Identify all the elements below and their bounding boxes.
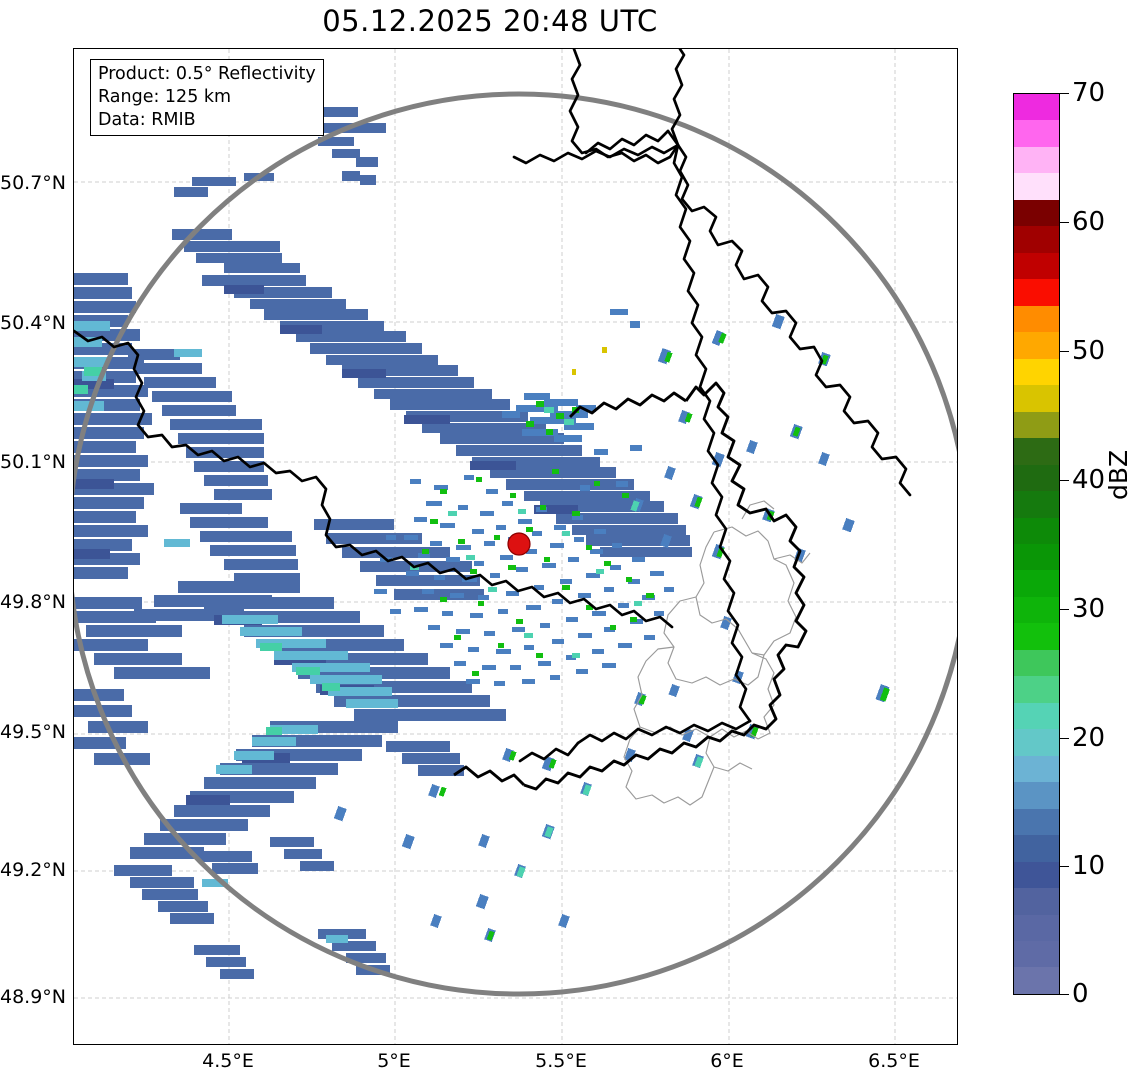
colorbar-band [1014,491,1059,518]
colorbar-label-30: 30 [1072,594,1106,624]
colorbar-band [1014,279,1059,306]
colorbar-band [1014,808,1059,836]
info-range: Range: 125 km [98,86,232,107]
colorbar-band [1014,252,1059,280]
colorbar-band [1014,782,1059,809]
colorbar-band [1014,411,1059,439]
y-tick-label-50_1: 50.1°N [0,451,67,473]
colorbar-label-60: 60 [1072,207,1106,237]
colorbar-band [1014,702,1059,730]
colorbar-band [1014,596,1059,624]
colorbar-band [1014,438,1059,465]
info-box: Product: 0.5° Reflectivity Range: 125 km… [90,59,324,137]
colorbar-band [1014,358,1059,386]
y-tick-label-50_4: 50.4°N [0,312,67,334]
colorbar-band [1014,914,1059,941]
y-tick-label-48_9: 48.9°N [0,986,67,1008]
colorbar-label-50: 50 [1072,336,1106,366]
colorbar-band [1014,649,1059,677]
colorbar-tick-0 [1060,994,1069,996]
radar-plot-panel[interactable]: Product: 0.5° Reflectivity Range: 125 km… [73,48,958,1045]
range-ring-125km [74,91,957,997]
y-tick-label-49_2: 49.2°N [0,859,67,881]
colorbar-band [1014,623,1059,650]
colorbar-band [1014,543,1059,571]
colorbar-band [1014,941,1059,968]
y-tick-label-50_7: 50.7°N [0,172,67,194]
y-tick-label-49_8: 49.8°N [0,591,67,613]
colorbar-band [1014,755,1059,783]
x-tick-label-6: 6°E [710,1050,744,1072]
page-title: 05.12.2025 20:48 UTC [322,4,658,38]
colorbar-axis-title: dBZ [1104,449,1133,500]
colorbar-band [1014,676,1059,703]
colorbar-band [1014,861,1059,889]
colorbar-band [1014,835,1059,862]
colorbar-tick-10 [1060,866,1069,868]
colorbar-band [1014,385,1059,412]
colorbar-band [1014,94,1059,121]
colorbar-band [1014,888,1059,915]
colorbar-band [1014,199,1059,227]
colorbar-tick-50 [1060,351,1069,353]
colorbar-tick-70 [1060,93,1069,95]
radar-site-marker[interactable] [507,532,531,556]
x-tick-label-6_5: 6.5°E [868,1050,920,1072]
x-tick-label-5: 5°E [377,1050,411,1072]
colorbar-tick-30 [1060,609,1069,611]
colorbar-label-10: 10 [1072,851,1106,881]
colorbar-band [1014,729,1059,756]
info-product: Product: 0.5° Reflectivity [98,64,316,84]
colorbar-band [1014,226,1059,253]
reflectivity-echoes [74,107,890,979]
colorbar-band [1014,146,1059,174]
radar-map [74,49,957,1044]
y-tick-label-49_5: 49.5°N [0,721,67,743]
colorbar[interactable] [1013,93,1060,995]
colorbar-tick-60 [1060,222,1069,224]
colorbar-band [1014,120,1059,147]
colorbar-band [1014,305,1059,333]
colorbar-label-20: 20 [1072,723,1106,753]
colorbar-band [1014,332,1059,359]
colorbar-tick-40 [1060,480,1069,482]
colorbar-band [1014,517,1059,544]
national-borders [74,49,912,763]
luxembourg-national-outline [453,381,808,791]
colorbar-label-0: 0 [1072,979,1089,1009]
x-tick-label-4_5: 4.5°E [202,1050,254,1072]
colorbar-band [1014,464,1059,492]
info-data: Data: RMIB [98,109,196,130]
colorbar-tick-20 [1060,738,1069,740]
colorbar-band [1014,173,1059,200]
colorbar-band [1014,570,1059,597]
colorbar-label-70: 70 [1072,78,1106,108]
colorbar-band [1014,967,1059,994]
colorbar-label-40: 40 [1072,465,1106,495]
x-tick-label-5_5: 5.5°E [535,1050,587,1072]
